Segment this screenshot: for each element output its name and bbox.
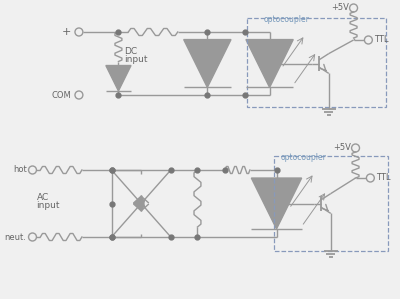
Text: input: input <box>124 55 148 64</box>
Text: TTL: TTL <box>376 173 391 182</box>
Bar <box>274 156 388 251</box>
Polygon shape <box>134 196 145 208</box>
Text: COM: COM <box>51 91 71 100</box>
Text: input: input <box>36 201 60 210</box>
Text: AC: AC <box>36 193 49 202</box>
Polygon shape <box>184 39 231 87</box>
Text: neut.: neut. <box>5 233 26 242</box>
Polygon shape <box>251 178 302 229</box>
Bar <box>247 18 386 107</box>
Text: hot: hot <box>13 166 26 175</box>
Polygon shape <box>134 199 145 211</box>
Text: +5V: +5V <box>331 4 349 13</box>
Text: optocoupler: optocoupler <box>281 153 327 162</box>
Text: DC: DC <box>124 47 138 56</box>
Polygon shape <box>106 65 131 91</box>
Text: TTL: TTL <box>374 36 389 45</box>
Text: +5V: +5V <box>333 144 351 152</box>
Polygon shape <box>246 39 293 87</box>
Text: optocoupler: optocoupler <box>264 15 310 24</box>
Text: +: + <box>62 27 71 37</box>
